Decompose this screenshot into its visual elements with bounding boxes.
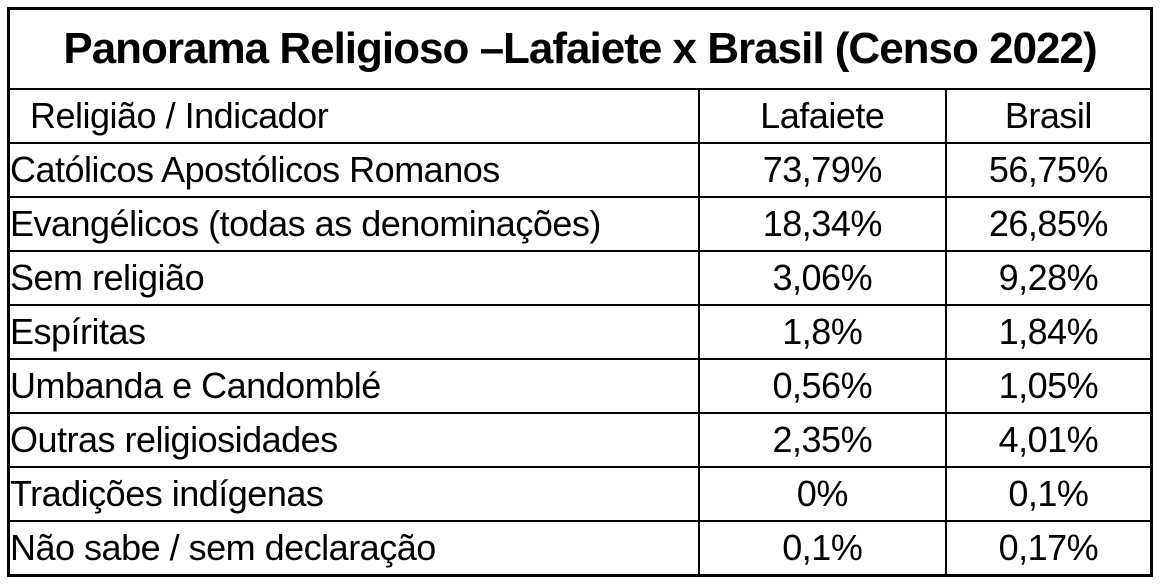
lafaiete-value: 0% (697, 465, 947, 522)
row-label: Evangélicos (todas as denominações) (7, 195, 700, 252)
page-title: Panorama Religioso –Lafaiete x Brasil (C… (7, 7, 1153, 90)
column-header-brasil: Brasil (944, 88, 1153, 144)
table-row: Umbanda e Candomblé 0,56% 1,05% (7, 357, 1153, 414)
table-row: Espíritas 1,8% 1,84% (7, 303, 1153, 360)
brasil-value: 1,05% (944, 357, 1153, 414)
row-label: Sem religião (7, 249, 700, 306)
brasil-value: 0,1% (944, 465, 1153, 522)
lafaiete-value: 73,79% (697, 141, 947, 198)
lafaiete-value: 18,34% (697, 195, 947, 252)
row-label: Católicos Apostólicos Romanos (7, 141, 700, 198)
table-row: Não sabe / sem declaração 0,1% 0,17% (7, 519, 1153, 577)
lafaiete-value: 3,06% (697, 249, 947, 306)
row-label: Umbanda e Candomblé (7, 357, 700, 414)
header-row: Religião / Indicador Lafaiete Brasil (7, 88, 1153, 144)
column-header-religion: Religião / Indicador (7, 88, 700, 144)
religion-comparison-table: Panorama Religioso –Lafaiete x Brasil (C… (7, 7, 1153, 577)
row-label: Outras religiosidades (7, 411, 700, 468)
row-label: Não sabe / sem declaração (7, 519, 700, 577)
row-label: Tradições indígenas (7, 465, 700, 522)
brasil-value: 4,01% (944, 411, 1153, 468)
lafaiete-value: 2,35% (697, 411, 947, 468)
lafaiete-value: 1,8% (697, 303, 947, 360)
brasil-value: 1,84% (944, 303, 1153, 360)
table-row: Outras religiosidades 2,35% 4,01% (7, 411, 1153, 468)
row-label: Espíritas (7, 303, 700, 360)
brasil-value: 56,75% (944, 141, 1153, 198)
religion-table-container: Panorama Religioso –Lafaiete x Brasil (C… (7, 7, 1153, 577)
table-row: Católicos Apostólicos Romanos 73,79% 56,… (7, 141, 1153, 198)
brasil-value: 9,28% (944, 249, 1153, 306)
brasil-value: 0,17% (944, 519, 1153, 577)
lafaiete-value: 0,1% (697, 519, 947, 577)
table-row: Tradições indígenas 0% 0,1% (7, 465, 1153, 522)
lafaiete-value: 0,56% (697, 357, 947, 414)
title-row: Panorama Religioso –Lafaiete x Brasil (C… (7, 7, 1153, 90)
brasil-value: 26,85% (944, 195, 1153, 252)
table-row: Evangélicos (todas as denominações) 18,3… (7, 195, 1153, 252)
table-row: Sem religião 3,06% 9,28% (7, 249, 1153, 306)
column-header-lafaiete: Lafaiete (697, 88, 947, 144)
